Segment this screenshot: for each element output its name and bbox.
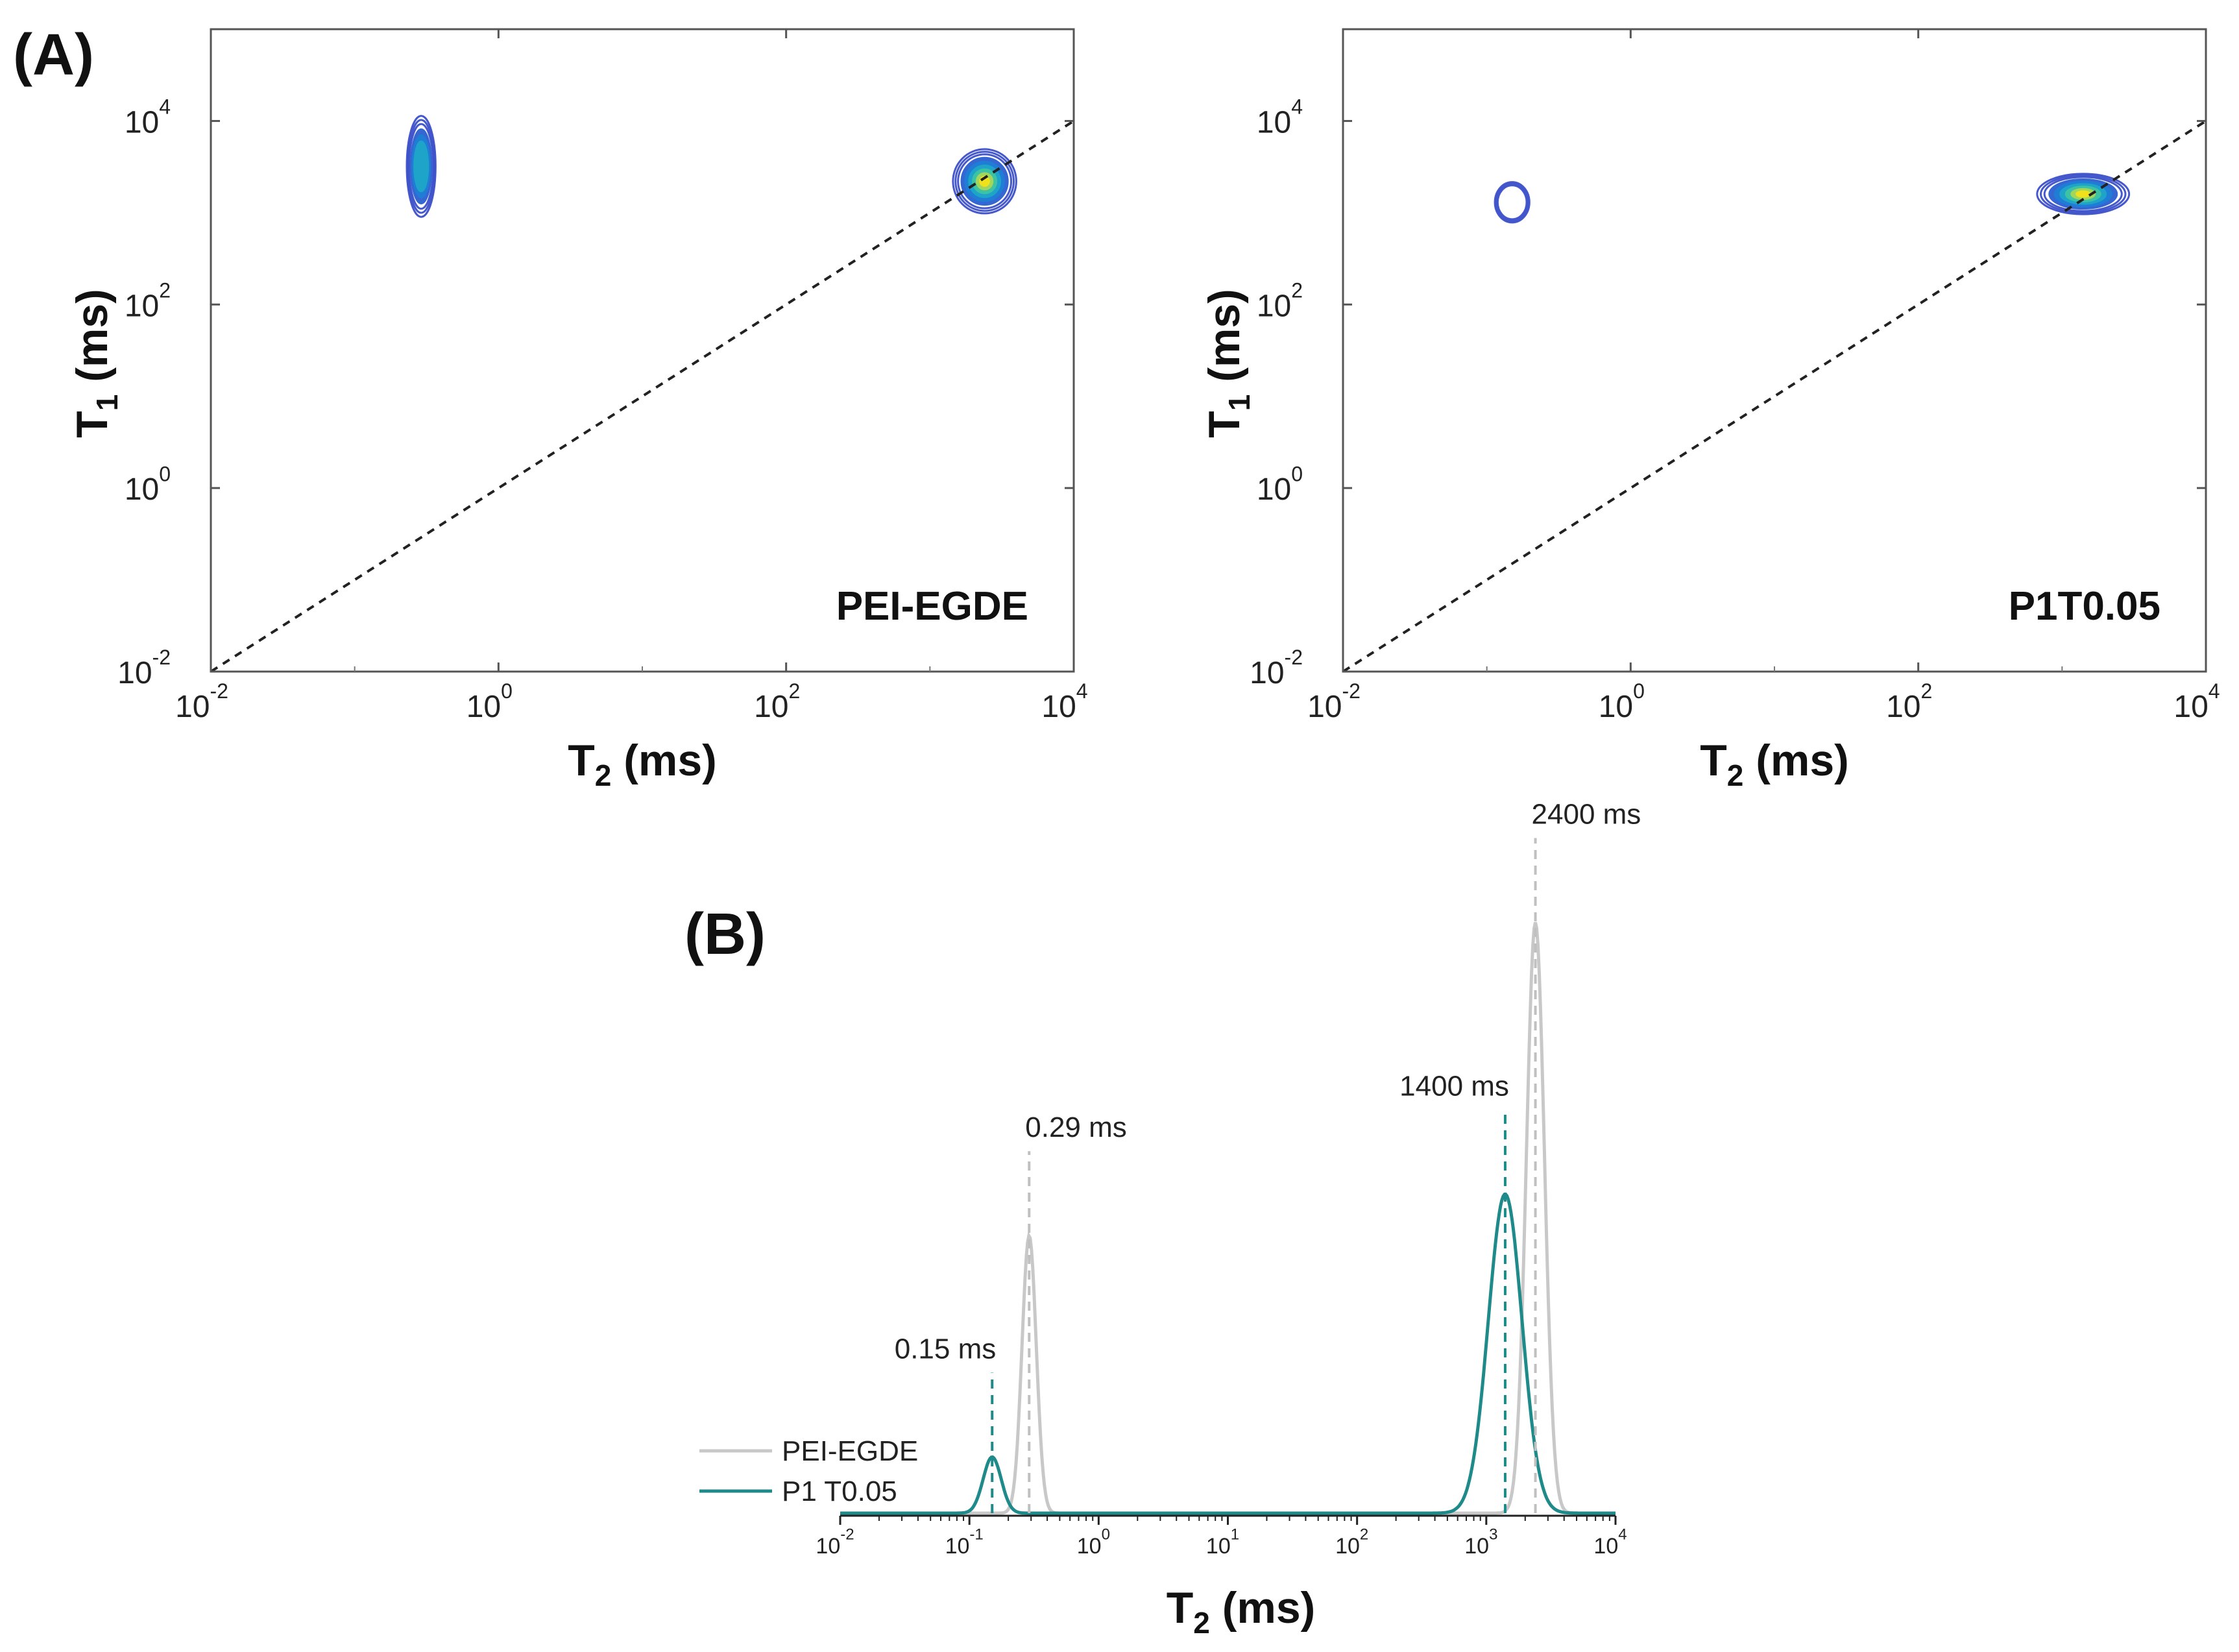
- plot-frame: [210, 28, 1075, 673]
- y-tick-label: 10-2: [117, 646, 171, 690]
- x-tick-label: 10-2: [175, 679, 228, 724]
- panel-b-label: (B): [684, 902, 766, 967]
- y-tick-label: 102: [1257, 278, 1303, 323]
- x-tick-label: 101: [1206, 1525, 1239, 1559]
- contour-level: [957, 153, 1013, 210]
- plot-frame: [1342, 28, 2207, 673]
- y-tick-label: 100: [125, 462, 171, 507]
- y-axis-title: T1 (ms): [67, 289, 124, 438]
- contour-peak: [952, 148, 1017, 215]
- contour-level: [2076, 190, 2091, 198]
- contour-plot-p1t005: 10-2 100 102 104 10-2 100 102 104 T2 (ms) T1 (ms)…: [1200, 28, 2220, 792]
- contour-peak: [1494, 181, 1531, 224]
- peak-annotation: 0.15 ms: [895, 1333, 997, 1365]
- y-tick-label: 100: [1257, 462, 1303, 507]
- panel-a-label: (A): [13, 23, 94, 88]
- contour-level: [413, 140, 430, 193]
- y-tick-label: 104: [1257, 95, 1303, 140]
- x-tick-label: 100: [1077, 1525, 1110, 1559]
- contour-level: [2039, 174, 2127, 214]
- y-tick-label: 102: [125, 278, 171, 323]
- x-axis-title: T2 (ms): [1700, 736, 1849, 792]
- x-tick-label: 103: [1464, 1525, 1497, 1559]
- contour-level: [954, 151, 1015, 212]
- x-tick-label: 104: [2173, 679, 2220, 724]
- x-tick-label: 10-2: [1307, 679, 1361, 724]
- legend-label: P1 T0.05: [782, 1476, 897, 1507]
- y-tick-label: 104: [125, 95, 171, 140]
- contour-level: [1495, 182, 1529, 222]
- contour-level: [1496, 184, 1528, 221]
- x-tick-label: 10-2: [816, 1525, 854, 1559]
- contour-peak: [2036, 173, 2131, 215]
- x-tick-label: 10-1: [945, 1525, 984, 1559]
- sample-label: PEI-EGDE: [836, 584, 1028, 629]
- x-tick-label: 102: [1335, 1525, 1368, 1559]
- sample-label: P1T0.05: [2009, 584, 2160, 629]
- y-tick-label: 10-2: [1250, 646, 1303, 690]
- contour-level: [2036, 173, 2131, 215]
- contour-level: [407, 119, 436, 214]
- contour-level: [952, 148, 1017, 215]
- contour-level: [405, 115, 437, 218]
- t2-distribution-plot: 0.29 ms 2400 ms 0.15 ms 1400 ms 10-2 10-1 100 1…: [699, 799, 1641, 1640]
- x-tick-label: 100: [466, 679, 513, 724]
- contour-level: [408, 123, 435, 210]
- x-axis-title: T2 (ms): [1167, 1583, 1316, 1640]
- legend: PEI-EGDE P1 T0.05: [699, 1435, 918, 1507]
- y-axis-title: T1 (ms): [1200, 289, 1256, 438]
- x-tick-label: 104: [1041, 679, 1087, 724]
- x-tick-label: 100: [1599, 679, 1645, 724]
- x-tick-label: 104: [1593, 1525, 1627, 1559]
- series-line: [840, 1192, 1616, 1515]
- peak-annotation: 0.29 ms: [1025, 1111, 1127, 1143]
- peak-annotation: 1400 ms: [1399, 1070, 1509, 1102]
- legend-label: PEI-EGDE: [782, 1435, 918, 1467]
- contour-level: [1494, 181, 1531, 224]
- x-tick-label: 102: [754, 679, 800, 724]
- x-axis-title: T2 (ms): [568, 736, 717, 792]
- contour-peak: [405, 115, 437, 218]
- peak-annotation: 2400 ms: [1532, 799, 1641, 831]
- contour-level: [2043, 176, 2123, 212]
- x-tick-label: 102: [1886, 679, 1932, 724]
- contour-plot-peiegde: 10-2 100 102 104 10-2 100 102 104 T2 (ms) T1 (ms)…: [67, 28, 1088, 792]
